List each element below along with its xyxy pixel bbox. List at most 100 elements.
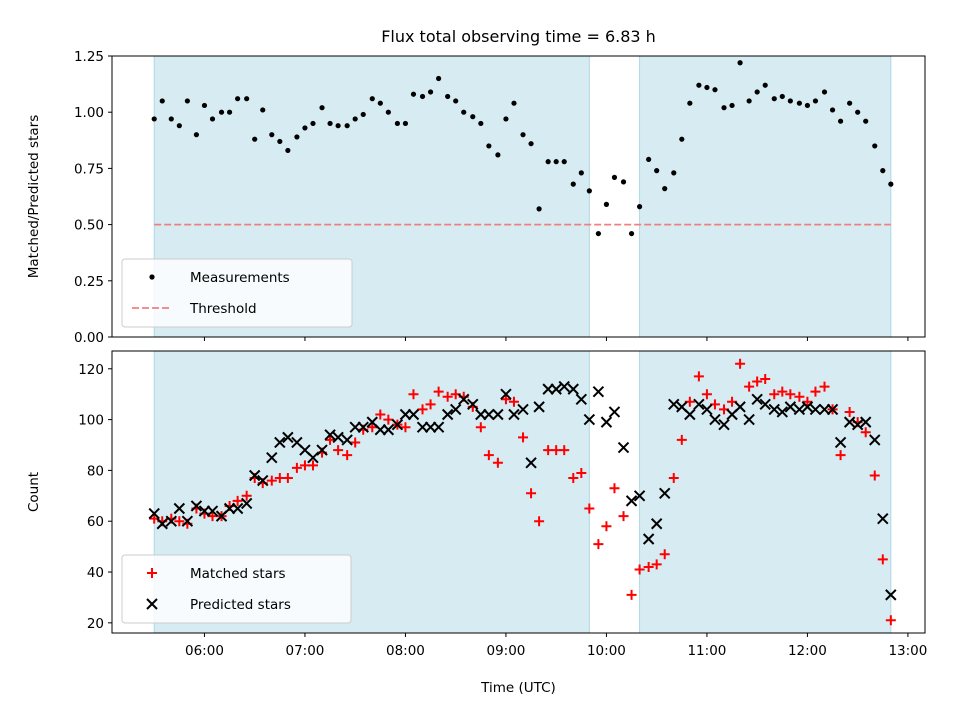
x-tick-label: 11:00	[687, 643, 726, 659]
matched-star-point	[626, 589, 637, 600]
measurement-point	[687, 100, 693, 106]
predicted-star-point	[718, 418, 730, 431]
measurement-point	[586, 188, 592, 194]
x-tick-label: 07:00	[285, 643, 324, 659]
measurement-point	[402, 120, 409, 127]
matched-star-point	[584, 503, 595, 514]
predicted-star-point	[734, 401, 746, 413]
matched-star-point	[593, 539, 604, 550]
plot-frame	[111, 55, 926, 338]
measurement-point	[771, 96, 777, 102]
matched-star-point	[492, 457, 503, 468]
measurement-point	[880, 168, 886, 174]
predicted-star-point	[869, 434, 881, 446]
predicted-star-point	[843, 416, 856, 428]
matched-star-point	[400, 422, 411, 433]
measurement-point	[453, 98, 459, 104]
measurement-point	[636, 204, 643, 210]
measurement-point	[327, 120, 333, 127]
y-tick-label: 120	[78, 362, 104, 378]
measurement-point	[385, 109, 391, 115]
measurement-point	[419, 93, 426, 100]
measurement-point	[319, 105, 325, 111]
y-tick-label: 1.00	[74, 105, 104, 121]
matched-star-point	[869, 470, 880, 481]
measurement-point	[704, 84, 710, 91]
matched-star-point	[659, 549, 670, 560]
matched-star-point	[668, 473, 679, 484]
predicted-star-point	[550, 383, 562, 395]
measurement-point	[578, 170, 584, 176]
measurement-point	[344, 123, 350, 129]
matched-star-point	[442, 391, 453, 402]
matched-star-point	[174, 516, 185, 527]
matched-star-point	[518, 432, 529, 443]
predicted-star-point	[282, 431, 294, 444]
measurement-point	[410, 91, 417, 97]
predicted-star-point	[316, 444, 328, 456]
predicted-star-point	[801, 401, 814, 413]
predicted-star-point	[231, 502, 244, 515]
measurement-point	[478, 120, 484, 127]
predicted-star-point	[357, 421, 369, 433]
predicted-star-point	[500, 388, 512, 400]
measurement-point	[218, 109, 225, 115]
measurement-point	[209, 116, 216, 122]
matched-star-point	[232, 495, 243, 506]
measurement-point	[528, 141, 534, 147]
measurement-point	[737, 60, 743, 66]
predicted-star-point	[600, 416, 613, 428]
matched-star-point	[417, 404, 428, 415]
matched-star-point	[769, 389, 780, 400]
measurement-point	[427, 89, 434, 95]
matched-star-point	[676, 434, 687, 445]
legend-marker-x	[146, 598, 158, 610]
predicted-star-point	[809, 403, 822, 416]
matched-star-point	[408, 389, 419, 400]
matched-star-point	[651, 559, 662, 570]
x-axis-label: Time (UTC)	[480, 680, 556, 696]
shaded-interval	[639, 55, 892, 338]
measurement-point	[754, 89, 760, 95]
matched-star-point	[342, 450, 353, 461]
matched-star-point	[752, 376, 763, 387]
predicted-star-point	[693, 398, 705, 411]
measurement-point	[620, 179, 627, 185]
matched-star-point	[735, 358, 746, 369]
matched-star-point	[744, 381, 755, 392]
measurement-point	[729, 102, 735, 109]
measurement-point	[595, 230, 601, 237]
y-tick-label: 80	[87, 463, 104, 479]
x-tick-label: 06:00	[185, 643, 224, 659]
matched-star-point	[618, 511, 629, 522]
measurement-point	[470, 114, 476, 120]
predicted-star-point	[659, 487, 671, 499]
matched-star-point	[325, 434, 336, 445]
y-axis-label: Count	[26, 472, 42, 512]
matched-star-point	[844, 406, 855, 417]
measurement-point	[310, 120, 316, 127]
legend-label: Matched stars	[190, 566, 286, 582]
predicted-star-point	[633, 490, 646, 502]
predicted-star-point	[324, 429, 336, 441]
predicted-star-point	[851, 418, 864, 431]
measurement-point	[226, 109, 233, 115]
predicted-star-point	[181, 515, 194, 527]
matched-star-point	[383, 414, 394, 425]
matched-star-point	[475, 422, 486, 433]
predicted-star-point	[165, 515, 177, 527]
matched-star-point	[568, 473, 579, 484]
measurement-point	[151, 116, 157, 122]
predicted-star-point	[768, 403, 780, 416]
predicted-star-point	[332, 431, 344, 444]
predicted-star-point	[617, 441, 630, 454]
predicted-star-point	[190, 500, 203, 512]
measurement-point	[561, 159, 567, 165]
predicted-star-point	[709, 413, 721, 426]
measurement-point	[762, 82, 768, 88]
predicted-star-point	[467, 398, 479, 411]
measurement-point	[269, 132, 275, 138]
y-tick-label: 0.75	[74, 161, 104, 177]
matched-star-point	[885, 615, 896, 626]
